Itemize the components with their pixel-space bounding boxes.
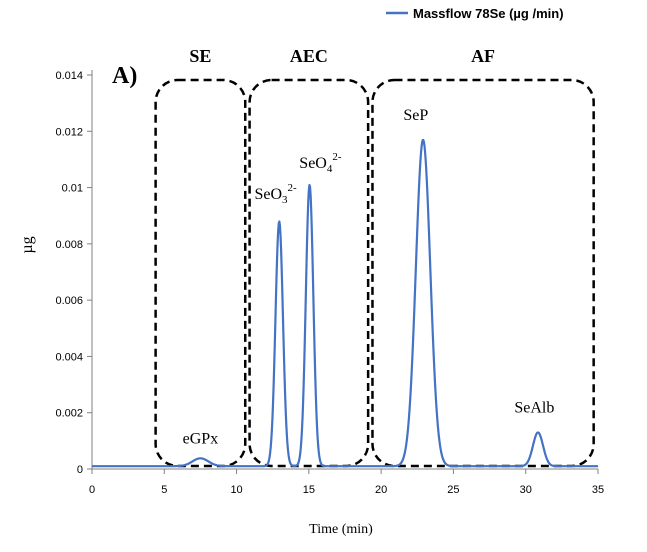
y-tick-label: 0 — [77, 464, 83, 476]
panel-label: A) — [112, 63, 137, 89]
peak-label-sep: SeP — [403, 107, 428, 124]
region-label-se: SE — [189, 46, 211, 66]
region-box-af — [371, 78, 595, 468]
x-tick-label: 30 — [520, 484, 532, 496]
y-tick-label: 0.008 — [55, 239, 83, 251]
y-tick-label: 0.002 — [55, 408, 83, 420]
y-tick-label: 0.004 — [55, 351, 83, 363]
y-tick-label: 0.01 — [62, 183, 83, 195]
region-label-af: AF — [471, 46, 495, 66]
x-tick-label: 35 — [592, 484, 604, 496]
x-tick-label: 15 — [303, 484, 315, 496]
x-tick-label: 0 — [89, 484, 95, 496]
y-tick-label: 0.006 — [55, 295, 83, 307]
y-axis-label: µg — [19, 236, 36, 253]
x-tick-label: 10 — [230, 484, 242, 496]
region-label-aec: AEC — [290, 46, 328, 66]
series-line-massflow-78se — [91, 138, 599, 468]
peak-label-seo3: SeO32- — [254, 182, 297, 206]
y-tick-label: 0.012 — [55, 126, 83, 138]
legend: Massflow 78Se (µg /min) — [386, 6, 564, 21]
region-box-se — [154, 78, 247, 468]
region-box-aec — [248, 78, 370, 468]
peak-label-seo4: SeO42- — [299, 151, 342, 175]
peak-labels: eGPx SeO32-SeO42- SeP SeAlb — [183, 107, 555, 448]
peak-label-egpx: eGPx — [183, 431, 219, 448]
y-tick-label: 0.014 — [55, 70, 83, 82]
x-axis-label: Time (min) — [309, 522, 373, 537]
series-layer — [91, 138, 599, 468]
x-tick-label: 20 — [375, 484, 387, 496]
x-tick-label: 25 — [447, 484, 459, 496]
legend-entry-label: Massflow 78Se (µg /min) — [413, 6, 564, 21]
x-tick-label: 5 — [161, 484, 167, 496]
peak-label-sealb: SeAlb — [514, 400, 554, 417]
axes: 0 0.002 0.004 0.006 0.008 0.01 0.012 0.014 0 5 10 1… — [55, 70, 604, 496]
